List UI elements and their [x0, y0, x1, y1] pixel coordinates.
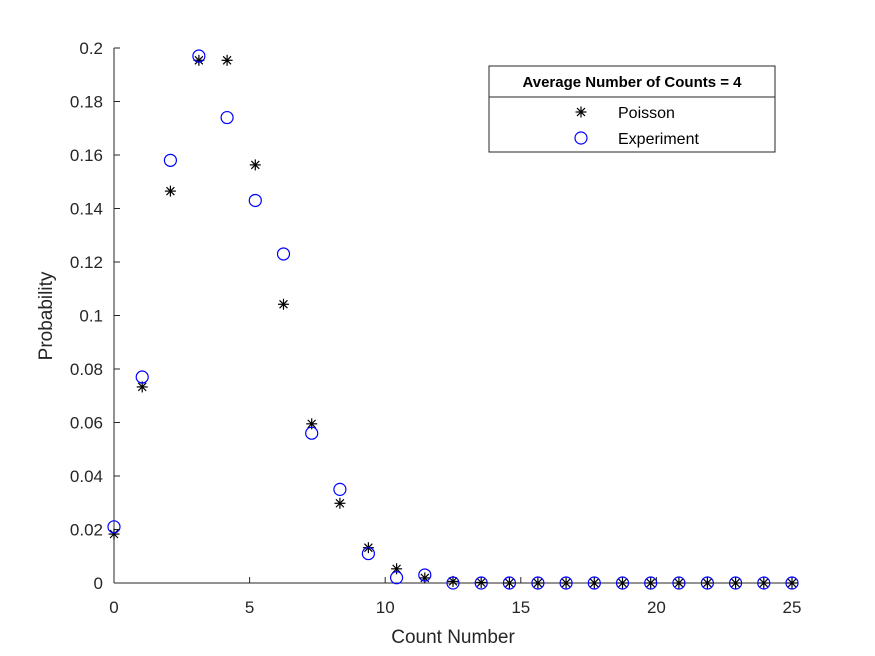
- poisson-point: [391, 563, 403, 575]
- legend-label-experiment: Experiment: [618, 131, 699, 148]
- legend-title: Average Number of Counts = 4: [522, 74, 742, 91]
- poisson-point: [447, 575, 459, 587]
- poisson-point: [249, 159, 261, 171]
- x-tick-label: 25: [783, 598, 802, 617]
- experiment-point: [276, 247, 291, 261]
- experiment-point: [728, 576, 743, 590]
- experiment-point: [531, 576, 545, 590]
- experiment-point: [559, 576, 573, 590]
- poisson-point: [645, 577, 657, 589]
- legend: Average Number of Counts = 4 Poisson Exp…: [488, 65, 776, 153]
- y-tick-label: 0.02: [70, 521, 103, 540]
- experiment-point: [107, 520, 121, 534]
- experiment-point: [587, 576, 601, 590]
- x-tick-label: 0: [109, 598, 118, 617]
- legend-box: [488, 65, 776, 153]
- legend-circle-marker: [574, 131, 588, 145]
- poisson-point: [164, 185, 176, 197]
- poisson-point: [758, 577, 770, 589]
- experiment-point: [361, 546, 375, 561]
- x-tick-label: 5: [245, 598, 254, 617]
- experiment-point: [163, 153, 178, 167]
- experiment-point: [757, 576, 771, 590]
- y-tick-label: 0.2: [79, 39, 103, 58]
- x-axis-label: Count Number: [391, 627, 515, 648]
- experiment-point: [446, 576, 460, 590]
- poisson-point: [503, 577, 515, 589]
- x-tick-label: 20: [647, 598, 666, 617]
- legend-entry-poisson: Poisson: [575, 105, 675, 122]
- x-tick-label: 15: [511, 598, 530, 617]
- y-tick-label: 0.04: [70, 467, 103, 486]
- poisson-point: [532, 577, 544, 589]
- poisson-point: [108, 528, 120, 540]
- experiment-point: [248, 193, 262, 208]
- poisson-point: [278, 298, 289, 310]
- experiment-point: [333, 482, 347, 496]
- x-tick-label: 10: [376, 598, 395, 617]
- legend-entry-experiment: Experiment: [574, 131, 699, 148]
- poisson-point: [730, 577, 742, 589]
- poisson-point: [786, 577, 798, 589]
- experiment-point: [418, 568, 432, 582]
- experiment-point: [700, 576, 714, 590]
- experiment-point: [192, 49, 206, 63]
- series-layer: [107, 49, 799, 590]
- poisson-point: [419, 572, 431, 584]
- poisson-point: [673, 577, 685, 589]
- y-axis-label: Probability: [36, 271, 57, 360]
- experiment-point: [389, 571, 404, 585]
- y-tick-label: 0: [94, 574, 103, 593]
- experiment-point: [672, 576, 686, 590]
- legend-asterisk-marker: [575, 106, 587, 118]
- experiment-point: [220, 110, 234, 125]
- poisson-point: [560, 577, 572, 589]
- y-tick-label: 0.08: [70, 360, 103, 379]
- legend-label-poisson: Poisson: [618, 105, 675, 122]
- y-tick-label: 0.18: [70, 93, 103, 112]
- poisson-point: [334, 497, 346, 509]
- poisson-point: [221, 54, 233, 66]
- experiment-point: [785, 576, 799, 590]
- poisson-point: [617, 577, 628, 589]
- experiment-point: [644, 576, 658, 590]
- experiment-point: [615, 576, 630, 590]
- y-tick-label: 0.06: [70, 414, 103, 433]
- poisson-point: [588, 577, 600, 589]
- y-tick-label: 0.14: [70, 200, 103, 219]
- y-axis: 0 0.02 0.04 0.06 0.08 0.1 0.12 0.14 0.16 0.18 0.2: [70, 39, 120, 593]
- poisson-point: [701, 577, 713, 589]
- legend-poisson-symbol: [575, 106, 587, 118]
- y-tick-label: 0.16: [70, 146, 103, 165]
- experiment-point: [502, 576, 517, 590]
- experiment-point: [305, 426, 319, 440]
- series-poisson: [108, 54, 798, 589]
- poisson-point: [475, 576, 487, 588]
- experiment-point: [135, 370, 149, 384]
- y-tick-label: 0.1: [79, 307, 103, 326]
- experiment-point: [474, 576, 488, 590]
- legend-experiment-symbol: [574, 131, 588, 145]
- series-experiment: [107, 49, 799, 590]
- y-tick-label: 0.12: [70, 253, 103, 272]
